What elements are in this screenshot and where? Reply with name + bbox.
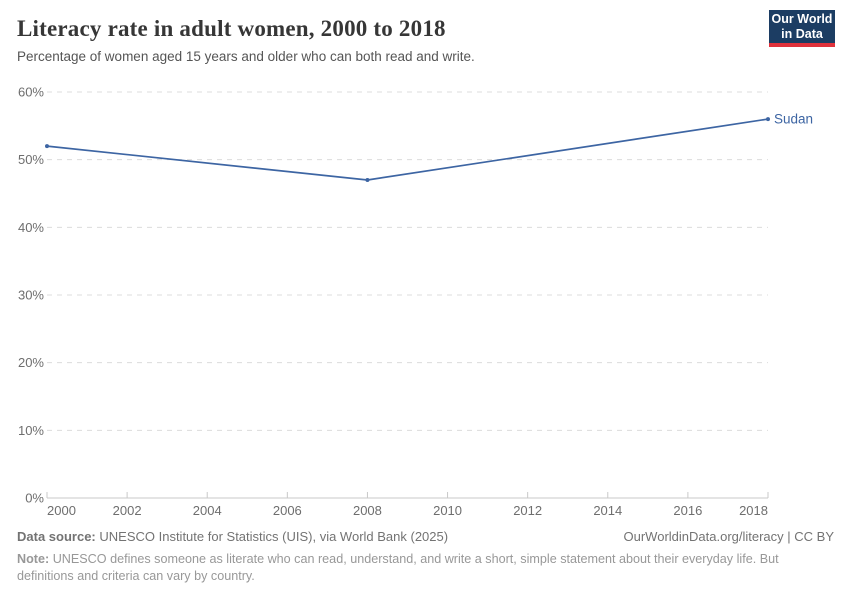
data-source-label: Data source: [17, 529, 96, 544]
attribution-link[interactable]: OurWorldinData.org/literacy | CC BY [623, 529, 834, 544]
owid-logo-line2: in Data [781, 26, 823, 41]
owid-logo-line1: Our World [771, 11, 833, 26]
chart-title: Literacy rate in adult women, 2000 to 20… [17, 16, 446, 41]
x-tick-label: 2000 [47, 503, 76, 518]
x-tick-label: 2012 [513, 503, 542, 518]
x-tick-label: 2008 [353, 503, 382, 518]
footnote-label: Note: [17, 552, 50, 566]
chart-subtitle: Percentage of women aged 15 years and ol… [17, 49, 475, 64]
chart-heading-block: Literacy rate in adult women, 2000 to 20… [17, 10, 475, 64]
data-source-text: UNESCO Institute for Statistics (UIS), v… [99, 529, 449, 544]
y-tick-label: 30% [18, 288, 44, 303]
series-line [46, 118, 769, 181]
y-tick-label: 0% [25, 491, 44, 506]
y-tick-label: 20% [18, 355, 44, 370]
data-point [365, 177, 370, 182]
x-tick-label: 2002 [113, 503, 142, 518]
y-tick-label: 50% [18, 152, 44, 167]
owid-logo[interactable]: Our World in Data [769, 10, 835, 47]
x-tick-label: 2006 [273, 503, 302, 518]
x-tick-label: 2004 [193, 503, 222, 518]
data-point [45, 144, 49, 149]
series-end-label: Sudan [774, 112, 813, 127]
x-tick-label: 2016 [673, 503, 702, 518]
y-tick-label: 60% [18, 85, 44, 100]
chart-footer: Data source: UNESCO Institute for Statis… [17, 529, 834, 586]
line-chart[interactable]: 0% 10% 20% 30% 40% 50% 60% 2000 2002 2004 2006 2008… [0, 78, 850, 523]
footnote-text: UNESCO defines someone as literate who c… [17, 552, 779, 584]
y-tick-label: 10% [18, 423, 44, 438]
data-point [766, 117, 770, 122]
y-tick-label: 40% [18, 220, 44, 235]
x-tick-label: 2010 [433, 503, 462, 518]
x-tick-label: 2018 [739, 503, 768, 518]
data-source: Data source: UNESCO Institute for Statis… [17, 529, 448, 544]
footnote: Note: UNESCO defines someone as literate… [17, 551, 795, 586]
x-tick-label: 2014 [593, 503, 622, 518]
chart-header: Literacy rate in adult women, 2000 to 20… [17, 10, 835, 64]
